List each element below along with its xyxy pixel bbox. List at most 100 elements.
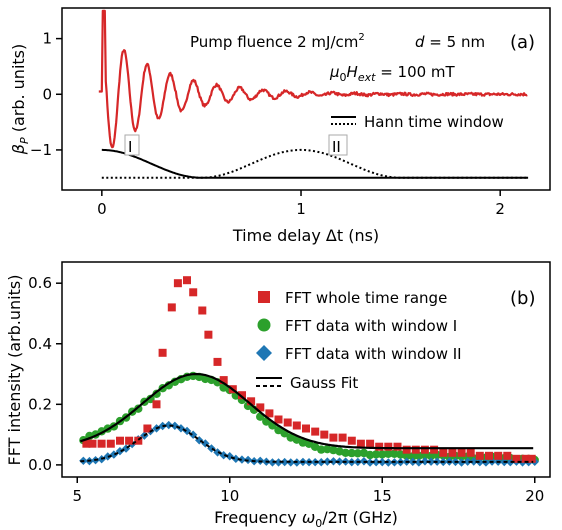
panel-a-ylabel: βP (arb. units) bbox=[9, 44, 31, 155]
point-whole-36 bbox=[393, 442, 402, 451]
point-window-I-49 bbox=[378, 450, 387, 459]
point-whole-39 bbox=[420, 445, 429, 454]
point-window-II-47 bbox=[365, 458, 375, 467]
point-whole-11 bbox=[173, 279, 182, 288]
point-whole-17 bbox=[219, 376, 228, 385]
point-whole-37 bbox=[402, 445, 411, 454]
point-window-II-48 bbox=[371, 458, 381, 467]
legend-text-window-I: FFT data with window I bbox=[285, 317, 457, 335]
point-whole-5 bbox=[125, 436, 134, 445]
panel-a-ytick-label-1: 0 bbox=[42, 85, 52, 103]
panel-a-ticks: 0 1 2 −1 0 1 bbox=[30, 30, 505, 218]
fft-points bbox=[79, 276, 539, 467]
point-window-I-50 bbox=[384, 449, 393, 458]
point-window-I-43 bbox=[341, 448, 350, 457]
gauss-fits bbox=[80, 372, 534, 463]
point-window-I-39 bbox=[317, 445, 326, 454]
panel-b-ticks: 5 10 15 20 0.0 0.2 0.4 0.6 bbox=[28, 274, 544, 505]
point-whole-29 bbox=[329, 433, 338, 442]
point-window-II-31 bbox=[268, 458, 277, 467]
point-whole-44 bbox=[466, 448, 475, 457]
point-whole-46 bbox=[485, 451, 493, 460]
panel-a: 0 1 2−101 (a) Pump fluence 2 mJ/cm2 d = 5 … bbox=[9, 7, 551, 245]
point-window-II-63 bbox=[463, 457, 472, 466]
point-whole-30 bbox=[338, 433, 347, 442]
point-window-I-45 bbox=[353, 449, 362, 458]
point-whole-26 bbox=[302, 424, 310, 433]
point-whole-22 bbox=[265, 409, 274, 418]
point-whole-31 bbox=[347, 436, 356, 445]
panel-b-xlabel-sub: 0 bbox=[315, 517, 322, 530]
point-whole-51 bbox=[527, 454, 536, 463]
point-whole-9 bbox=[158, 348, 167, 357]
panel-a-xtick-label-0: 0 bbox=[97, 200, 107, 218]
point-window-II-55 bbox=[414, 458, 424, 467]
point-whole-20 bbox=[247, 397, 256, 406]
legend-marker-window-I bbox=[257, 318, 271, 332]
legend-marker-window-II bbox=[256, 345, 272, 361]
panel-a-ylabel-beta: β bbox=[9, 144, 28, 155]
point-whole-28 bbox=[320, 430, 329, 439]
point-whole-24 bbox=[283, 418, 292, 427]
point-whole-10 bbox=[167, 303, 176, 312]
point-window-II-42 bbox=[335, 457, 344, 466]
panel-b-ytick-label-1: 0.2 bbox=[28, 395, 52, 413]
point-window-II-26 bbox=[237, 455, 247, 464]
window-I-text: I bbox=[128, 138, 132, 156]
point-whole-32 bbox=[356, 439, 365, 448]
panel-b-ytick-label-2: 0.4 bbox=[28, 335, 52, 353]
panel-b-label: (b) bbox=[510, 288, 535, 309]
point-whole-4 bbox=[116, 436, 124, 445]
gauss-fit-window-II bbox=[80, 424, 534, 463]
point-window-I-44 bbox=[347, 448, 356, 458]
point-whole-43 bbox=[457, 448, 466, 457]
point-whole-33 bbox=[366, 439, 375, 448]
point-whole-45 bbox=[475, 451, 484, 460]
field-value: = 100 mT bbox=[375, 63, 455, 81]
legend-hann-text: Hann time window bbox=[364, 113, 504, 131]
field-H: H bbox=[347, 63, 358, 81]
point-window-II-33 bbox=[280, 457, 289, 467]
pump-fluence-sup: 2 bbox=[358, 32, 364, 43]
point-window-II-56 bbox=[420, 457, 430, 466]
window-I-label: I bbox=[124, 134, 140, 156]
field-label: μ0Hext = 100 mT bbox=[329, 63, 456, 84]
point-whole-35 bbox=[384, 442, 393, 451]
panel-b-xlabel-main: Frequency bbox=[214, 508, 302, 527]
point-whole-49 bbox=[512, 454, 521, 463]
panel-b-ylabel: FFT intensity (arb.units) bbox=[5, 275, 24, 466]
point-whole-15 bbox=[204, 330, 213, 339]
point-window-I-48 bbox=[371, 450, 381, 459]
pump-fluence-label: Pump fluence 2 mJ/cm2 bbox=[190, 32, 365, 51]
panel-b-ytick-label-3: 0.6 bbox=[28, 274, 52, 292]
hann-window-II bbox=[101, 148, 529, 179]
legend-text-window-II: FFT data with window II bbox=[285, 345, 462, 363]
panel-a-label: (a) bbox=[510, 32, 535, 53]
point-window-I-54 bbox=[408, 452, 417, 461]
pump-fluence-text: Pump fluence 2 mJ/cm bbox=[190, 33, 358, 51]
panel-b-xlabel-rest: /2π (GHz) bbox=[322, 508, 398, 527]
point-whole-14 bbox=[198, 306, 207, 315]
point-window-II-65 bbox=[475, 457, 485, 467]
point-whole-6 bbox=[134, 436, 143, 445]
point-whole-21 bbox=[256, 403, 265, 412]
legend-text-gauss: Gauss Fit bbox=[290, 374, 358, 392]
point-whole-25 bbox=[292, 421, 301, 430]
point-whole-8 bbox=[152, 400, 161, 409]
point-window-II-40 bbox=[323, 457, 332, 466]
signal-trace bbox=[98, 9, 528, 149]
point-whole-3 bbox=[106, 439, 115, 448]
point-window-I-12 bbox=[152, 389, 161, 398]
field-sub-0: 0 bbox=[340, 71, 347, 84]
point-window-II-32 bbox=[274, 458, 283, 467]
panel-b-ytick-label-0: 0.0 bbox=[28, 456, 52, 474]
window-II-box bbox=[328, 134, 348, 156]
hann-windows bbox=[101, 148, 529, 179]
point-whole-16 bbox=[213, 357, 222, 366]
point-whole-50 bbox=[521, 454, 530, 463]
point-whole-19 bbox=[238, 391, 246, 400]
panel-a-ylabel-rest: (arb. units) bbox=[9, 44, 28, 138]
point-window-II-39 bbox=[317, 458, 326, 467]
panel-a-ytick-label-2: 1 bbox=[42, 30, 52, 48]
